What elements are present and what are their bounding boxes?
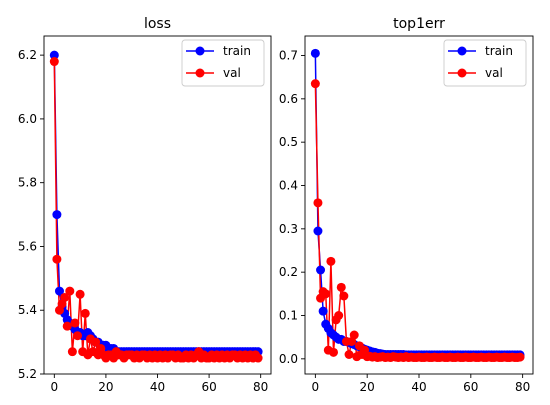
- data-point-val: [75, 289, 85, 299]
- x-tick-label: 20: [98, 380, 113, 394]
- y-tick-label: 5.6: [18, 239, 37, 253]
- legend-val-marker: [195, 68, 205, 78]
- y-tick-label: 5.2: [18, 367, 37, 381]
- plot-area: 0 20 40 60 80 0.0 0.1 0.2 0.3 0.4 0.5 0.6 0.7: [279, 49, 530, 395]
- y-tick-label: 5.8: [18, 176, 37, 190]
- data-point-val: [60, 292, 70, 302]
- x-tick-label: 0: [312, 380, 320, 394]
- data-point-val: [49, 57, 59, 67]
- plot-area: 0 20 40 60 80 5.2 5.4 5.6 5.8 6.0 6.2: [18, 48, 268, 394]
- data-point-val: [515, 352, 525, 362]
- data-point-train: [49, 50, 59, 60]
- data-point-train: [318, 306, 328, 316]
- x-tick-label: 80: [253, 380, 268, 394]
- loss-panel: loss 0 20 40 60 80 5.2 5.4 5.6 5.8 6.0 6.2 train v…: [18, 16, 272, 394]
- data-point-val: [52, 254, 62, 264]
- data-point-val: [321, 289, 331, 299]
- legend-train-label: train: [485, 44, 513, 58]
- y-tick-label: 0.0: [279, 352, 298, 366]
- data-point-val: [313, 198, 323, 208]
- y-tick-label: 0.5: [279, 135, 298, 149]
- data-point-val: [329, 347, 338, 357]
- x-tick-label: 40: [411, 380, 426, 394]
- data-point-val: [70, 318, 80, 328]
- legend-train-label: train: [223, 44, 251, 58]
- legend: train val: [443, 39, 527, 87]
- x-tick-label: 0: [50, 380, 58, 394]
- legend-val-marker: [457, 68, 467, 78]
- y-tick-label: 6.2: [18, 48, 37, 62]
- data-point-val: [339, 291, 349, 301]
- legend-train-marker: [457, 46, 467, 56]
- y-tick-label: 0.2: [279, 265, 298, 279]
- data-point-train: [52, 210, 62, 220]
- y-tick-label: 0.1: [279, 309, 298, 323]
- y-tick-label: 5.4: [18, 303, 37, 317]
- legend-train-marker: [195, 46, 205, 56]
- data-point-val: [253, 353, 263, 363]
- x-tick-label: 60: [201, 380, 216, 394]
- y-tick-label: 0.6: [279, 92, 298, 106]
- y-tick-label: 0.3: [279, 222, 298, 236]
- data-point-val: [67, 347, 77, 357]
- x-tick-label: 20: [360, 380, 375, 394]
- legend-val-label: val: [485, 66, 503, 80]
- x-tick-label: 80: [515, 380, 530, 394]
- data-point-val: [326, 256, 336, 266]
- y-tick-label: 0.4: [279, 179, 298, 193]
- data-point-train: [313, 226, 323, 236]
- y-tick-label: 6.0: [18, 112, 37, 126]
- data-point-val: [310, 79, 320, 89]
- y-tick-label: 0.7: [279, 49, 298, 63]
- data-point-val: [62, 321, 72, 331]
- axes-frame: [43, 35, 272, 375]
- data-point-val: [65, 286, 75, 296]
- data-point-val: [349, 330, 359, 340]
- chart-title: top1err: [393, 16, 445, 32]
- data-point-val: [91, 337, 101, 347]
- data-point-val: [344, 350, 354, 359]
- legend: train val: [181, 39, 265, 87]
- data-point-train: [54, 286, 64, 296]
- chart-title: loss: [144, 16, 171, 32]
- x-tick-label: 60: [463, 380, 478, 394]
- x-tick-label: 40: [150, 380, 165, 394]
- data-point-train: [310, 48, 320, 58]
- legend-val-label: val: [223, 66, 241, 80]
- data-point-train: [316, 265, 326, 275]
- data-point-val: [334, 311, 344, 320]
- data-point-val: [336, 282, 346, 292]
- top1err-panel: top1err 0 20 40 60 80 0.0 0.1 0.2 0.3 0.4 0.5 0.6 0.…: [279, 16, 534, 395]
- data-point-val: [80, 308, 90, 318]
- axes-frame: [304, 35, 534, 375]
- data-point-val: [73, 331, 83, 341]
